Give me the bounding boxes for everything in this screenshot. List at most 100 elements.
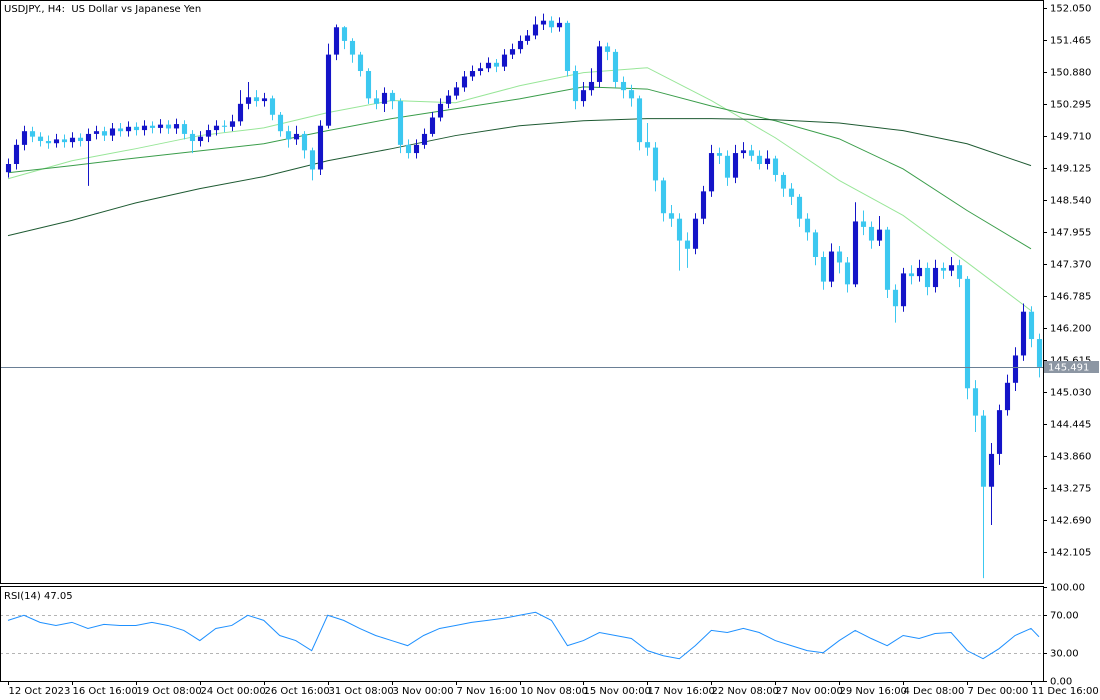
candle-body — [293, 133, 300, 140]
candle-body — [956, 265, 963, 279]
candle-body — [29, 131, 36, 137]
candle-body — [548, 20, 555, 28]
candle-body — [524, 35, 531, 41]
candle-body — [892, 289, 899, 307]
candle-body — [317, 125, 324, 170]
candle-body — [604, 46, 611, 52]
candle-body — [740, 150, 747, 154]
x-tick-label: 7 Nov 16:00 — [457, 686, 518, 697]
y-tick-label: 0.00 — [1050, 677, 1072, 688]
candle-body — [125, 126, 132, 132]
x-tick-label: 4 Dec 08:00 — [904, 686, 965, 697]
candle-body — [173, 124, 180, 129]
candle-body — [572, 71, 579, 102]
candle-body — [644, 142, 651, 148]
candle-body — [61, 139, 68, 143]
candle-body — [53, 139, 60, 144]
current-price-tag — [1044, 361, 1099, 373]
candle-body — [1012, 355, 1019, 383]
candle-body — [397, 101, 404, 145]
axes-layer: 152.050 151.465 150.880 150.295 149.710 149.1… — [8, 4, 1099, 697]
y-tick-label: 148.540 — [1050, 196, 1091, 207]
x-tick-label: 19 Oct 08:00 — [137, 686, 202, 697]
candle-body — [453, 87, 460, 96]
candle-body — [692, 218, 699, 249]
candle-body — [676, 218, 683, 241]
candle-body — [517, 40, 524, 50]
candle-body — [628, 90, 635, 99]
candle-body — [221, 125, 228, 127]
candle-body — [365, 71, 372, 99]
candle-body — [660, 180, 667, 214]
candle-body — [540, 20, 547, 25]
candle-body — [285, 131, 292, 140]
candle-body — [405, 144, 412, 154]
candle-body — [580, 90, 587, 102]
candle-body — [325, 54, 332, 126]
candle-body — [109, 128, 116, 136]
candle-body — [413, 144, 420, 154]
candle-body — [804, 218, 811, 233]
candle-body — [133, 126, 140, 131]
candle-body — [277, 114, 284, 132]
candle-body — [189, 133, 196, 142]
candle-body — [1004, 382, 1011, 411]
candle-body — [421, 133, 428, 145]
candle-body — [716, 153, 723, 156]
candle-body — [828, 251, 835, 282]
candle-body — [501, 54, 508, 67]
candle-body — [876, 229, 883, 241]
x-tick-label: 7 Dec 00:00 — [968, 686, 1029, 697]
candle-body — [596, 46, 603, 82]
y-tick-label: 142.690 — [1050, 516, 1091, 527]
y-tick-label: 144.445 — [1050, 420, 1091, 431]
candle-body — [349, 40, 356, 55]
candle-body — [652, 147, 659, 181]
x-tick-label: 29 Nov 16:00 — [840, 686, 907, 697]
candle-body — [301, 133, 308, 151]
candle-body — [85, 133, 92, 142]
candle-body — [612, 51, 619, 82]
candle-body — [908, 273, 915, 277]
candle-body — [756, 155, 763, 165]
candle-body — [389, 92, 396, 102]
candle-body — [493, 62, 500, 67]
current-price-label: 145.491 — [1048, 363, 1089, 374]
candle-body — [21, 131, 28, 145]
candle-body — [341, 27, 348, 41]
candle-body — [916, 267, 923, 277]
candle-body — [684, 240, 691, 249]
candle-body — [309, 150, 316, 170]
candle-body — [788, 188, 795, 197]
candle-body — [700, 191, 707, 219]
rsi-title: RSI(14) 47.05 — [4, 591, 73, 602]
candle-body — [868, 226, 875, 241]
rsi-panel-frame — [0, 586, 1044, 682]
candle-body — [932, 267, 939, 288]
candle-body — [556, 22, 563, 28]
candle-body — [181, 124, 188, 134]
candle-body — [636, 98, 643, 143]
y-tick-label: 149.710 — [1050, 132, 1091, 143]
y-tick-label: 70.00 — [1050, 611, 1079, 622]
candle-body — [708, 153, 715, 192]
candle-body — [101, 131, 108, 136]
candle-body — [748, 150, 755, 156]
candle-body — [93, 131, 100, 134]
x-tick-label: 22 Nov 08:00 — [712, 686, 779, 697]
y-tick-label: 147.370 — [1050, 260, 1091, 271]
candle-body — [588, 81, 595, 91]
x-tick-label: 11 Dec 16:00 — [1032, 686, 1099, 697]
candle-body — [844, 262, 851, 285]
candle-body — [972, 388, 979, 416]
candle-body — [1036, 339, 1043, 367]
x-tick-label: 17 Nov 16:00 — [648, 686, 715, 697]
candle-body — [437, 103, 444, 118]
candle-body — [165, 124, 172, 129]
candle-body — [820, 256, 827, 282]
plot-layer — [0, 13, 1043, 660]
y-tick-label: 151.465 — [1050, 36, 1091, 47]
candle-body — [852, 221, 859, 285]
candle-body — [764, 158, 771, 165]
